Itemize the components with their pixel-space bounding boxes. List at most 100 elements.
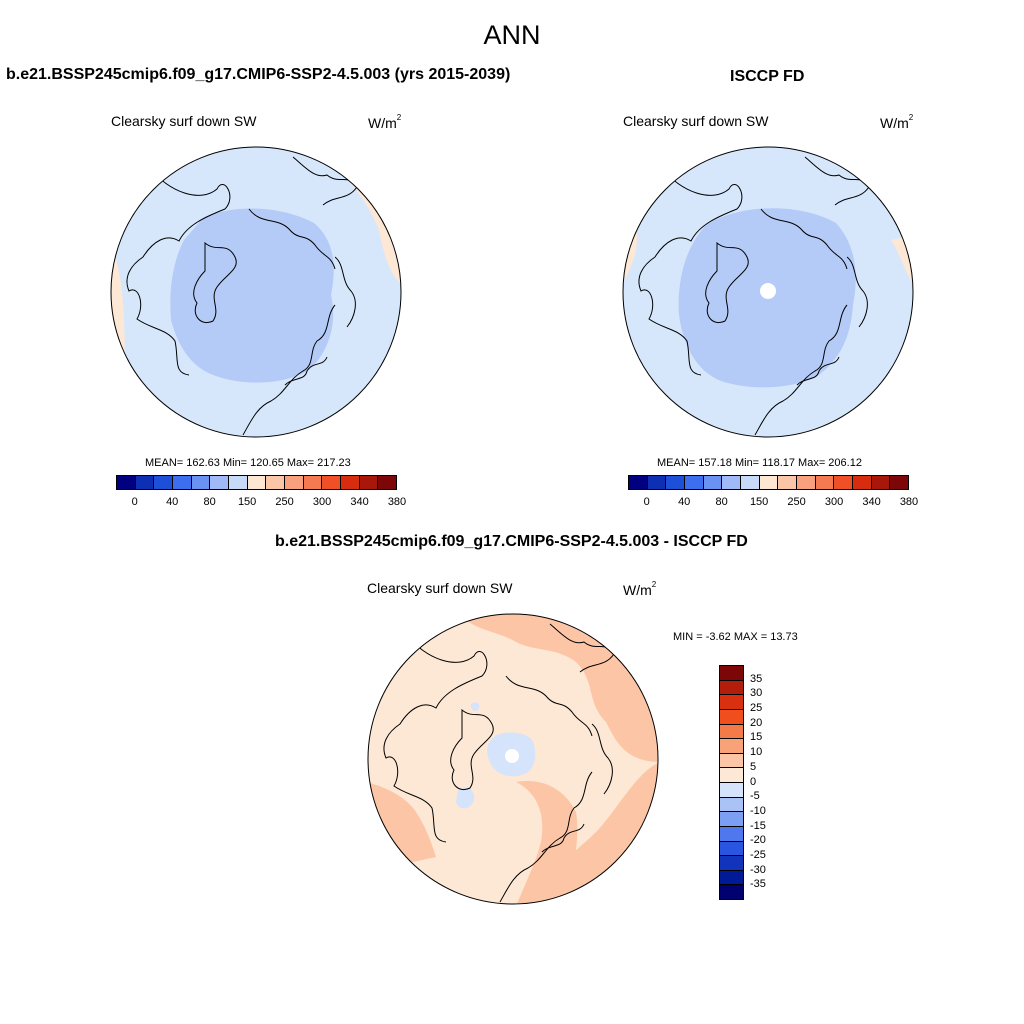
diff-colorbar-swatch [720, 724, 743, 740]
model-colorbar-swatch [191, 476, 211, 489]
model-colorbar-swatch [210, 476, 230, 489]
diff-case-title: b.e21.BSSP245cmip6.f09_g17.CMIP6-SSP2-4.… [275, 533, 748, 550]
diff-polar-map [367, 613, 659, 905]
diff-colorbar-tick-label: 35 [750, 672, 763, 685]
obs-colorbar-tick-label: 0 [643, 496, 650, 508]
obs-map-field [623, 147, 913, 437]
model-colorbar-swatch [117, 476, 136, 489]
model-variable-label: Clearsky surf down SW [111, 113, 257, 129]
diff-colorbar-swatch [720, 841, 743, 857]
model-polar-map [110, 146, 402, 438]
obs-colorbar-swatch [629, 476, 648, 489]
diff-colorbar-swatch [720, 680, 743, 696]
obs-case-title: ISCCP FD [730, 68, 805, 85]
diff-colorbar-swatch [720, 753, 743, 769]
obs-units-label: W/m2 [880, 113, 914, 131]
main-title: ANN [483, 20, 541, 50]
model-colorbar-tick-label: 380 [387, 496, 407, 508]
obs-pole-gap [760, 283, 776, 299]
obs-colorbar-swatch [703, 476, 723, 489]
model-colorbar-swatch [341, 476, 360, 489]
diff-colorbar-swatch [720, 856, 743, 871]
diff-colorbar-tick-label: 15 [750, 731, 763, 744]
diff-colorbar-swatch [720, 797, 743, 813]
model-colorbar-swatch [359, 476, 379, 489]
model-colorbar-swatch [266, 476, 286, 489]
model-colorbar-tick-label: 80 [203, 496, 216, 508]
diff-colorbar-swatch [720, 826, 743, 842]
obs-colorbar-swatch [871, 476, 891, 489]
obs-colorbar-swatch [853, 476, 872, 489]
diff-colorbar-swatch [720, 870, 743, 886]
diff-field-south [516, 781, 578, 904]
obs-colorbar-swatch [797, 476, 816, 489]
diff-colorbar-tick-label: 30 [750, 687, 763, 700]
diff-colorbar-tick-label: -35 [750, 878, 766, 891]
obs-colorbar-swatch [741, 476, 760, 489]
model-colorbar-tick-label: 300 [312, 496, 332, 508]
obs-colorbar-swatch [685, 476, 704, 489]
model-colorbar-tick-label: 250 [275, 496, 294, 508]
diff-colorbar-tick-label: 20 [750, 716, 763, 729]
diff-colorbar-swatch [720, 783, 743, 798]
diff-colorbar-tick-label: -5 [750, 790, 760, 803]
model-colorbar-swatch [247, 476, 267, 489]
obs-colorbar-swatch [890, 476, 909, 489]
obs-colorbar-swatch [815, 476, 835, 489]
diff-variable-label: Clearsky surf down SW [367, 580, 513, 596]
obs-colorbar [628, 475, 909, 490]
model-colorbar [116, 475, 397, 490]
obs-colorbar-swatch [759, 476, 779, 489]
model-map-field [111, 147, 401, 437]
diff-colorbar-swatch [720, 666, 743, 681]
obs-colorbar-swatch [666, 476, 686, 489]
obs-polar-map [622, 146, 914, 438]
model-units-label: W/m2 [368, 113, 402, 131]
diff-colorbar-tick-label: -25 [750, 848, 766, 861]
diff-colorbar-tick-label: 10 [750, 746, 763, 759]
diff-colorbar-tick-label: -30 [750, 863, 766, 876]
model-colorbar-swatch [173, 476, 192, 489]
obs-colorbar-swatch [778, 476, 798, 489]
diff-units-label: W/m2 [623, 580, 657, 598]
model-colorbar-swatch [378, 476, 397, 489]
diff-colorbar [719, 665, 744, 900]
obs-variable-label: Clearsky surf down SW [623, 113, 769, 129]
diff-coastlines [383, 623, 615, 903]
diff-colorbar-tick-label: 0 [750, 775, 757, 788]
diff-field-neg-patch1 [456, 787, 475, 809]
model-colorbar-tick-label: 150 [237, 496, 257, 508]
obs-colorbar-tick-label: 300 [824, 496, 844, 508]
diff-colorbar-swatch [720, 709, 743, 725]
diff-colorbar-tick-label: 25 [750, 702, 763, 715]
obs-colorbar-swatch [834, 476, 854, 489]
obs-colorbar-tick-label: 340 [862, 496, 881, 508]
diff-field-neg-patch2 [470, 702, 480, 711]
obs-stats: MEAN= 157.18 Min= 118.17 Max= 206.12 [657, 457, 862, 469]
obs-colorbar-tick-label: 150 [749, 496, 769, 508]
model-colorbar-tick-label: 340 [350, 496, 369, 508]
model-stats: MEAN= 162.63 Min= 120.65 Max= 217.23 [145, 457, 351, 469]
obs-colorbar-swatch [647, 476, 667, 489]
obs-colorbar-tick-label: 250 [787, 496, 806, 508]
model-colorbar-swatch [229, 476, 248, 489]
model-colorbar-swatch [154, 476, 174, 489]
diff-colorbar-swatch [720, 768, 743, 783]
diff-colorbar-tick-label: 5 [750, 760, 757, 773]
diff-colorbar-swatch [720, 885, 743, 899]
obs-coastlines [638, 156, 870, 436]
diff-colorbar-swatch [720, 739, 743, 754]
diff-pole-gap [505, 749, 519, 763]
model-field-inner [170, 208, 334, 383]
model-coastlines [126, 156, 358, 436]
obs-colorbar-tick-label: 40 [678, 496, 691, 508]
model-colorbar-tick-label: 0 [131, 496, 138, 508]
diff-stats: MIN = -3.62 MAX = 13.73 [673, 631, 798, 643]
obs-colorbar-swatch [722, 476, 742, 489]
model-colorbar-swatch [285, 476, 304, 489]
diff-colorbar-tick-label: -20 [750, 834, 766, 847]
model-case-title: b.e21.BSSP245cmip6.f09_g17.CMIP6-SSP2-4.… [6, 66, 511, 83]
diff-colorbar-swatch [720, 812, 743, 827]
diff-colorbar-tick-label: -10 [750, 804, 766, 817]
diff-colorbar-swatch [720, 695, 743, 710]
